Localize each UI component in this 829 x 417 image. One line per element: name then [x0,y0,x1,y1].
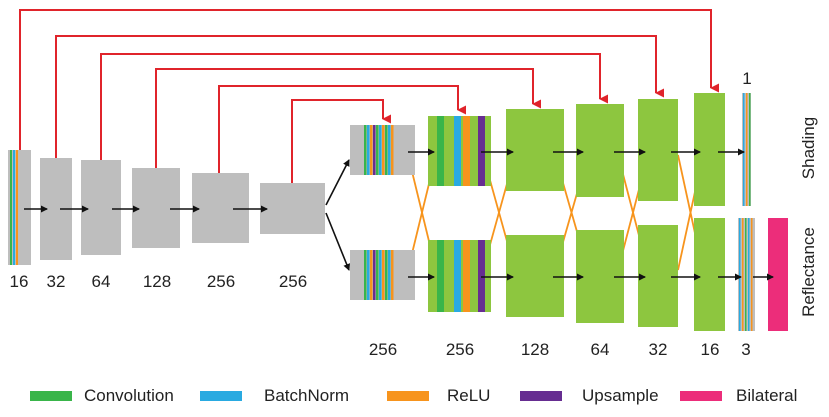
legend-label: Convolution [84,386,174,405]
encoder-label-128: 128 [142,272,172,291]
shading-block-256a [350,125,415,175]
relu-swatch [387,391,429,401]
shading-block-32 [638,99,678,201]
legend-label: ReLU [447,386,491,405]
reflectance-block-256b [428,240,491,312]
encoder-block-64 [81,160,121,255]
shading-block-64 [576,104,624,197]
shading-branch-label: Shading [799,116,818,180]
decoder-reflectance-branch [350,218,788,331]
upsample-swatch [520,391,562,401]
legend-label: BatchNorm [264,386,350,405]
decoder-flow [408,148,774,281]
legend-label: Bilateral [736,386,798,405]
decoder-label-16: 16 [700,340,720,359]
skip-connections [19,9,719,183]
legend-item-convolution: Convolution [30,386,174,406]
encoder [8,150,325,265]
encoder-label-16: 16 [9,272,29,291]
convolution-swatch [30,391,72,401]
encoder-block-256b [260,183,325,234]
legend-label: Upsample [582,386,659,405]
reflectance-block-256a-stripes [364,250,394,300]
batchnorm-swatch [200,391,242,401]
reflectance-output-block [738,218,755,331]
legend-item-upsample: Upsample [520,386,659,406]
decoder-label-32: 32 [648,340,668,359]
skip-connection-256b [291,99,391,183]
decoder-label-3: 3 [741,340,751,359]
decoder-label-128: 128 [520,340,550,359]
bilateral-swatch [680,391,722,401]
encoder-label-256b: 256 [278,272,308,291]
reflectance-block-32 [638,225,678,327]
bilateral-block [768,218,788,331]
shading-block-256a-stripes [364,125,394,175]
skip-connection-256a [218,85,466,173]
shading-block-128 [506,109,564,191]
decoder-label-64: 64 [590,340,610,359]
legend-item-relu: ReLU [387,386,490,406]
legend-item-bilateral: Bilateral [680,386,797,406]
decoder-shading-branch [350,93,751,206]
encoder-flow [24,159,351,271]
encoder-label-256a: 256 [206,272,236,291]
decoder-label-256a: 256 [368,340,398,359]
shading-output-block [742,93,751,206]
shading-block-16 [694,93,725,206]
skip-connection-64 [100,53,608,160]
encoder-label-32: 32 [46,272,66,291]
encoder-block-16 [8,150,31,265]
encoder-label-64: 64 [91,272,111,291]
encoder-block-256a [192,173,249,243]
skip-connection-128 [155,68,541,168]
shading-output-label: 1 [742,69,752,88]
encoder-block-128 [132,168,180,248]
decoder-label-256b: 256 [445,340,475,359]
reflectance-branch-label: Reflectance [799,227,818,317]
reflectance-block-256a [350,250,415,300]
reflectance-block-16 [694,218,725,331]
skip-connection-32 [55,35,664,158]
reflectance-block-128 [506,235,564,317]
skip-connection-16 [19,9,719,150]
legend-item-batchnorm: BatchNorm [200,386,349,406]
shading-block-256b [428,116,491,186]
